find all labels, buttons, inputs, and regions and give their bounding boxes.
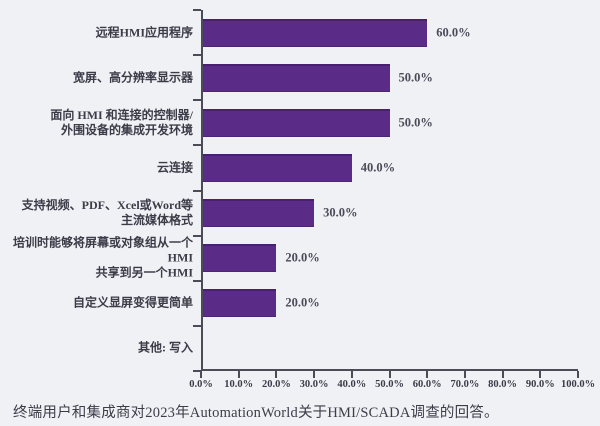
x-axis-tick	[275, 371, 278, 378]
bar-row: 面向 HMI 和连接的控制器/ 外围设备的集成开发环境 50.0%	[0, 100, 600, 145]
chart-caption: 终端用户和集成商对2023年AutomationWorld关于HMI/SCADA…	[13, 405, 499, 421]
x-axis-tick-label: 90.0%	[525, 379, 555, 390]
bar-segment	[203, 63, 390, 92]
bar-segment	[203, 289, 277, 318]
x-axis-tick	[501, 371, 504, 378]
x-axis-tick	[577, 371, 579, 378]
value-label: 20.0%	[285, 295, 320, 310]
x-axis-tick-label: 50.0%	[375, 379, 404, 390]
bar-segment	[203, 18, 428, 47]
category-label: 自定义显屏变得更简单	[72, 295, 193, 310]
x-axis-tick	[350, 371, 353, 378]
category-label: 宽屏、高分辨率显示器	[72, 70, 193, 85]
x-axis-tick	[463, 371, 466, 378]
bar-row: 培训时能够将屏幕或对象组从一个HMI 共享到另一个HMI 20.0%	[0, 236, 600, 281]
x-axis-tick-label: 100.0%	[560, 379, 596, 390]
category-label: 云连接	[156, 160, 193, 175]
x-axis-tick	[200, 371, 202, 378]
x-axis-tick-label: 20.0%	[261, 379, 291, 390]
bar-segment	[203, 108, 390, 137]
x-axis-tick-label: 10.0%	[224, 379, 254, 390]
category-label: 其他: 写入	[138, 340, 193, 355]
bar-row: 远程HMI应用程序 60.0%	[0, 10, 600, 55]
value-label: 20.0%	[285, 250, 320, 265]
x-axis-tick-label: 60.0%	[412, 379, 442, 390]
bar-row: 云连接 40.0%	[0, 145, 600, 190]
y-axis-tick	[193, 99, 201, 102]
category-label: 远程HMI应用程序	[95, 25, 193, 40]
bar-segment	[203, 244, 277, 273]
x-axis-tick-label: 30.0%	[299, 379, 329, 390]
bar-row: 自定义显屏变得更简单 20.0%	[0, 281, 600, 326]
bar-segment	[203, 199, 315, 228]
y-axis-tick	[193, 234, 201, 237]
x-axis-tick-label: 70.0%	[450, 379, 480, 390]
y-axis-tick	[193, 324, 201, 327]
y-axis-tick	[193, 9, 201, 11]
value-label: 40.0%	[360, 160, 396, 175]
bar-row: 其他: 写入	[0, 326, 600, 371]
plot-area	[201, 10, 578, 371]
y-axis-tick	[193, 144, 201, 147]
bar-row: 宽屏、高分辨率显示器 50.0%	[0, 55, 600, 100]
x-axis-tick	[237, 371, 240, 378]
x-axis-tick-label: 0.0%	[189, 379, 213, 390]
category-label: 支持视频、PDF、Xcel或Word等 主流媒体格式	[21, 198, 193, 228]
y-axis-tick	[193, 189, 201, 192]
value-label: 50.0%	[398, 70, 433, 85]
y-axis-tick	[193, 279, 201, 282]
x-axis-tick	[388, 371, 391, 378]
y-axis-tick	[193, 54, 201, 57]
x-axis-tick-label: 40.0%	[337, 379, 367, 390]
x-axis-tick	[539, 371, 542, 378]
bar-row: 支持视频、PDF、Xcel或Word等 主流媒体格式 30.0%	[0, 191, 600, 236]
x-axis-tick-label: 80.0%	[488, 379, 518, 390]
x-axis-tick	[313, 371, 316, 378]
y-axis-tick	[193, 370, 201, 372]
value-label: 50.0%	[398, 115, 433, 130]
category-label: 培训时能够将屏幕或对象组从一个HMI 共享到另一个HMI	[12, 235, 193, 280]
value-label: 60.0%	[436, 25, 471, 40]
category-label: 面向 HMI 和连接的控制器/ 外围设备的集成开发环境	[50, 107, 193, 137]
value-label: 30.0%	[323, 205, 358, 220]
x-axis-tick	[426, 371, 429, 378]
bar-segment	[203, 153, 352, 182]
